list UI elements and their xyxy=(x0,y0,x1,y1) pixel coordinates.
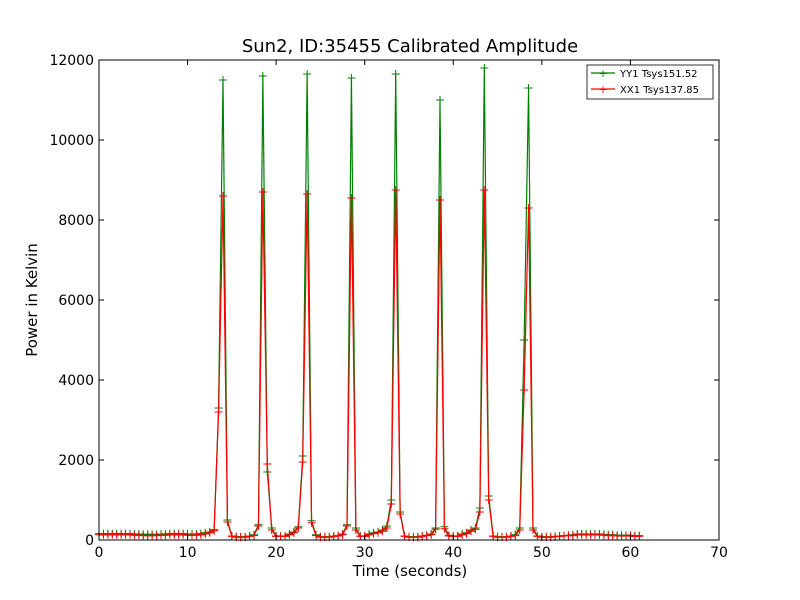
data-point-xx1 xyxy=(524,204,533,212)
data-point-xx1 xyxy=(568,531,577,540)
data-point-xx1 xyxy=(431,525,440,534)
legend-label-xx1: XX1 Tsys137.85 xyxy=(620,85,699,96)
data-point-xx1 xyxy=(462,529,471,538)
data-point-xx1 xyxy=(489,532,498,541)
data-point-xx1 xyxy=(223,518,232,526)
data-point-xx1 xyxy=(515,526,524,534)
data-point-xx1 xyxy=(382,524,391,532)
data-point-xx1 xyxy=(294,524,303,532)
data-point-xx1 xyxy=(343,522,351,530)
data-point-xx1 xyxy=(250,531,258,540)
x-tick-label: 0 xyxy=(95,545,104,561)
y-axis: 0 2000 4000 6000 8000 10000 12000 xyxy=(49,53,719,549)
data-point-yy1 xyxy=(303,70,312,78)
data-point-xx1 xyxy=(458,530,467,539)
legend-marker-xx1: + xyxy=(598,83,607,96)
data-point-xx1 xyxy=(453,532,462,541)
legend: + YY1 Tsys151.52 + XX1 Tsys137.85 xyxy=(586,64,714,100)
y-tick-label: 10000 xyxy=(49,133,94,149)
y-tick-label: 8000 xyxy=(58,213,94,229)
data-point-xx1 xyxy=(365,530,374,539)
data-point-xx1 xyxy=(205,528,214,537)
data-point-xx1 xyxy=(281,532,289,541)
data-point-yy1 xyxy=(436,96,444,104)
y-tick-label: 12000 xyxy=(49,53,94,69)
data-point-xx1 xyxy=(196,530,205,539)
data-point-xx1 xyxy=(506,532,515,541)
data-point-xx1 xyxy=(312,531,320,540)
plot-area xyxy=(95,64,644,542)
data-point-xx1 xyxy=(307,518,316,527)
data-point-xx1 xyxy=(480,186,489,194)
legend-label-yy1: YY1 Tsys151.52 xyxy=(619,69,698,80)
x-tick-label: 70 xyxy=(710,545,728,561)
legend-box xyxy=(586,64,714,100)
data-point-yy1 xyxy=(347,74,356,82)
data-point-yy1 xyxy=(524,84,533,92)
data-point-xx1 xyxy=(475,508,484,516)
data-point-xx1 xyxy=(267,526,276,534)
data-point-xx1 xyxy=(210,526,219,535)
y-tick-label: 0 xyxy=(85,533,94,549)
x-axis: 0 10 20 30 40 50 60 70 xyxy=(95,60,728,561)
x-tick-label: 30 xyxy=(356,545,374,561)
data-point-xx1 xyxy=(378,527,387,536)
data-point-yy1 xyxy=(258,72,267,80)
data-point-xx1 xyxy=(511,531,520,540)
data-point-xx1 xyxy=(484,496,493,504)
data-point-xx1 xyxy=(254,522,263,530)
data-point-xx1 xyxy=(436,196,444,204)
chart-title: Sun2, ID:35455 Calibrated Amplitude xyxy=(242,36,578,57)
data-point-yy1 xyxy=(219,76,227,84)
x-tick-label: 50 xyxy=(533,545,551,561)
data-point-xx1 xyxy=(387,500,396,508)
data-point-xx1 xyxy=(334,532,343,540)
x-tick-label: 20 xyxy=(267,545,285,561)
data-point-xx1 xyxy=(227,532,236,541)
data-point-xx1 xyxy=(214,408,223,416)
data-point-xx1 xyxy=(396,510,405,518)
data-point-xx1 xyxy=(520,386,529,394)
data-point-xx1 xyxy=(533,532,542,541)
data-point-xx1 xyxy=(467,527,475,536)
y-tick-label: 6000 xyxy=(58,293,94,309)
data-point-xx1 xyxy=(347,194,356,202)
data-point-yy1 xyxy=(520,336,529,344)
data-point-xx1 xyxy=(374,528,382,537)
series-markers-xx1 xyxy=(95,186,644,542)
data-point-xx1 xyxy=(298,458,307,466)
data-point-xx1 xyxy=(529,526,537,534)
data-point-yy1 xyxy=(391,70,400,78)
data-point-xx1 xyxy=(201,530,210,538)
data-point-xx1 xyxy=(258,188,267,196)
data-point-xx1 xyxy=(427,530,436,539)
data-point-xx1 xyxy=(263,460,272,468)
y-tick-label: 4000 xyxy=(58,373,94,389)
y-axis-label: Power in Kelvin xyxy=(23,243,41,357)
data-point-xx1 xyxy=(391,186,400,194)
data-point-xx1 xyxy=(635,532,644,541)
data-point-xx1 xyxy=(219,192,227,200)
data-point-xx1 xyxy=(400,532,409,541)
data-point-xx1 xyxy=(422,531,431,540)
data-point-xx1 xyxy=(303,190,312,198)
data-point-yy1 xyxy=(480,64,489,72)
data-point-xx1 xyxy=(245,532,254,541)
x-axis-label: Time (seconds) xyxy=(352,562,468,580)
legend-marker-yy1: + xyxy=(598,67,607,80)
x-tick-label: 60 xyxy=(622,545,640,561)
x-tick-label: 40 xyxy=(444,545,462,561)
data-point-xx1 xyxy=(418,532,427,541)
data-point-xx1 xyxy=(351,526,360,534)
data-point-xx1 xyxy=(369,529,378,538)
data-point-xx1 xyxy=(471,525,480,534)
data-point-xx1 xyxy=(338,530,347,539)
y-tick-label: 2000 xyxy=(58,453,94,469)
data-point-xx1 xyxy=(285,530,294,539)
data-point-xx1 xyxy=(440,524,449,533)
x-tick-label: 10 xyxy=(179,545,197,561)
data-point-xx1 xyxy=(289,528,298,537)
